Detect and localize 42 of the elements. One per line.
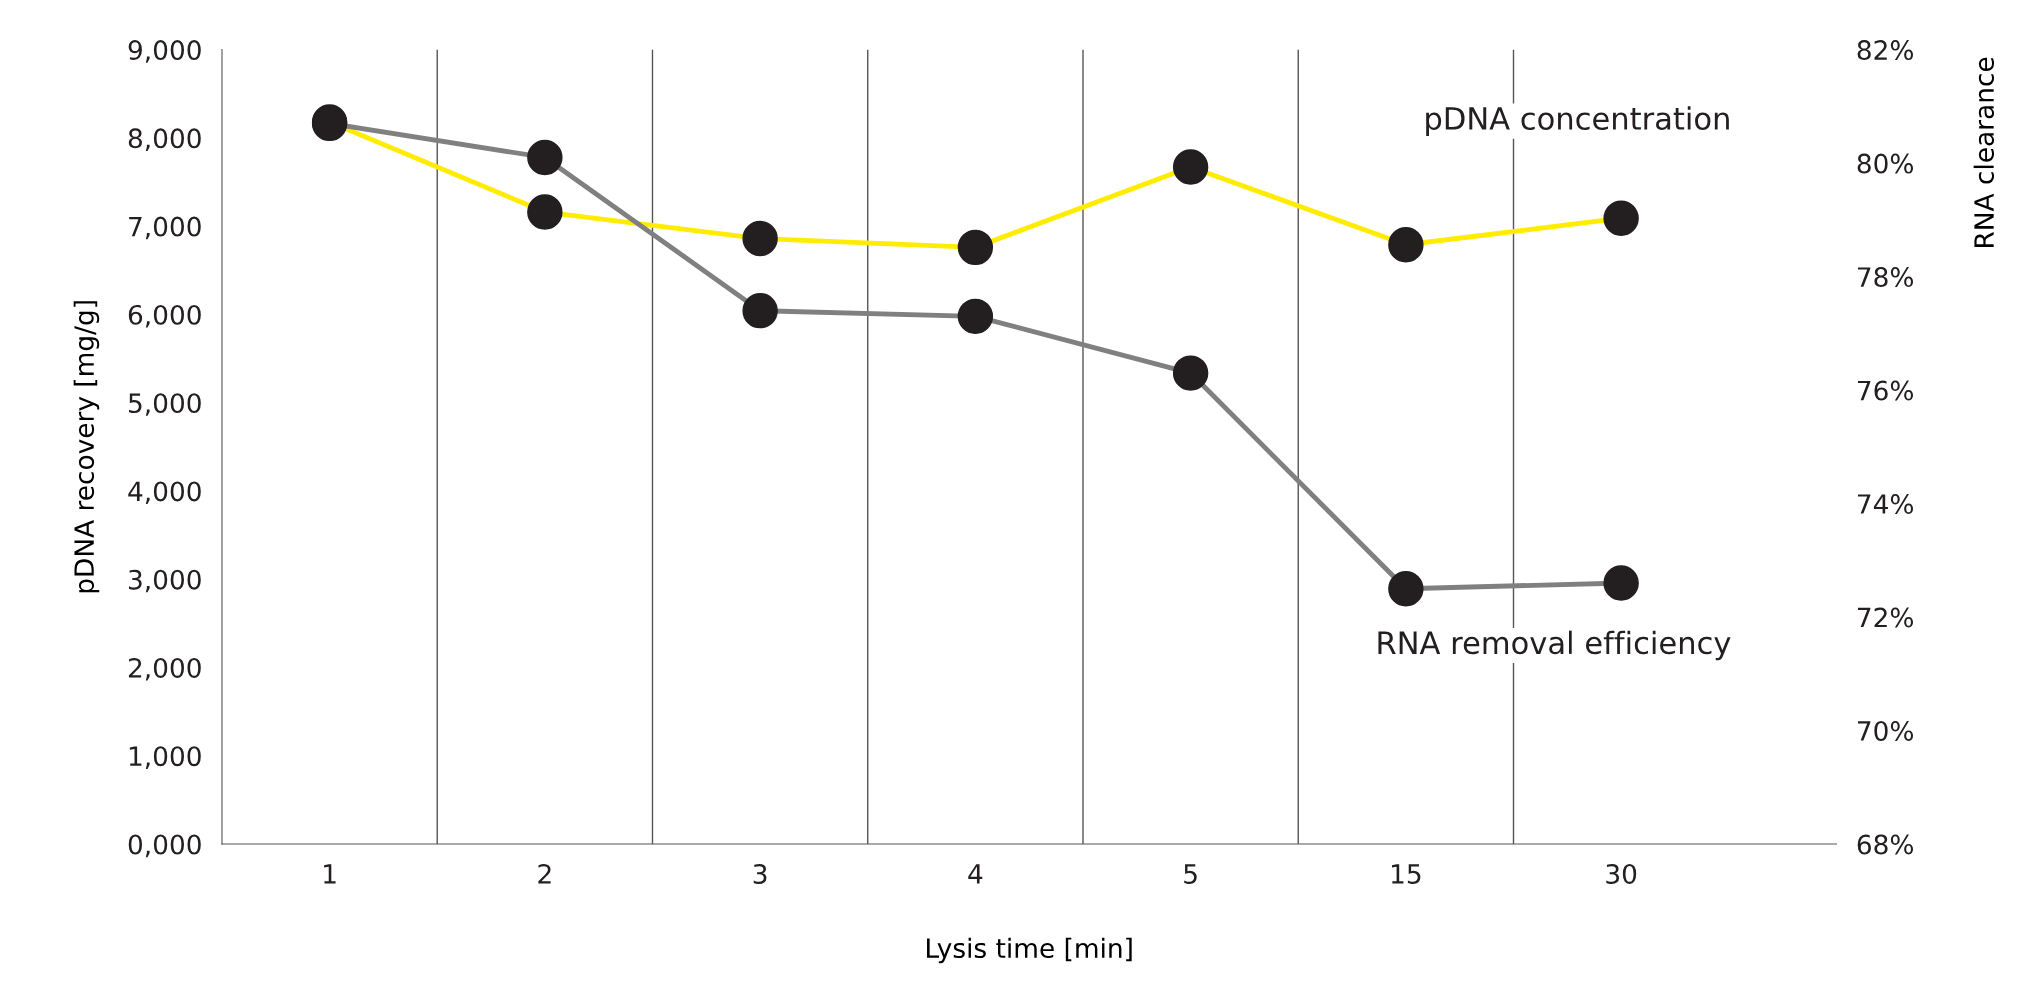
y-tick-label: 4,000 <box>128 481 201 505</box>
y2-axis-title: RNA clearance <box>1973 57 1995 247</box>
x-tick-label: 5 <box>1184 864 1197 884</box>
y2-tick-label: 82% <box>1857 40 1914 61</box>
y2-tick-label: 68% <box>1857 834 1914 855</box>
x-tick-label: 30 <box>1606 863 1637 884</box>
point <box>957 229 994 266</box>
y-tick-label: 2,000 <box>128 657 201 681</box>
y-tick-label: 7,000 <box>129 216 201 240</box>
point <box>1388 227 1424 263</box>
point <box>527 194 563 230</box>
y-tick-label: 1,000 <box>129 746 201 769</box>
x-tick-label: 3 <box>753 863 767 884</box>
y2-tick-label: 70% <box>1857 721 1914 741</box>
y-tick-label: 3,000 <box>129 569 201 593</box>
y2-tick-label: 80% <box>1857 153 1914 174</box>
y-axis-title: pDNA recovery [mg/g] <box>73 301 100 593</box>
y-tick-label: 5,000 <box>129 393 201 416</box>
x-tick-label: 1 <box>324 864 336 884</box>
point <box>1603 200 1639 236</box>
y-tick-label: 6,000 <box>128 304 201 328</box>
point <box>1172 149 1209 185</box>
series-label: RNA removal efficiency <box>1378 630 1731 661</box>
y-tick-label: 0,000 <box>128 834 201 858</box>
point <box>1172 355 1209 391</box>
x-axis-title: Lysis time [min] <box>927 937 1132 964</box>
point <box>1603 565 1639 601</box>
point <box>742 292 778 329</box>
y2-tick-label: 76% <box>1857 380 1914 401</box>
x-tick-label: 4 <box>968 864 983 884</box>
y2-tick-label: 74% <box>1857 494 1914 514</box>
point <box>742 220 778 257</box>
y2-tick-label: 78% <box>1857 267 1914 288</box>
x-tick-label: 2 <box>538 863 551 884</box>
y2-tick-label: 72% <box>1857 607 1914 628</box>
y-tick-label: 9,000 <box>128 40 201 63</box>
text: pDNA concentration <box>1426 106 1729 136</box>
point <box>957 298 994 335</box>
x-tick-label: 15 <box>1391 864 1421 884</box>
point <box>1388 571 1424 607</box>
point <box>527 139 563 176</box>
y-tick-label: 8,000 <box>128 128 201 152</box>
